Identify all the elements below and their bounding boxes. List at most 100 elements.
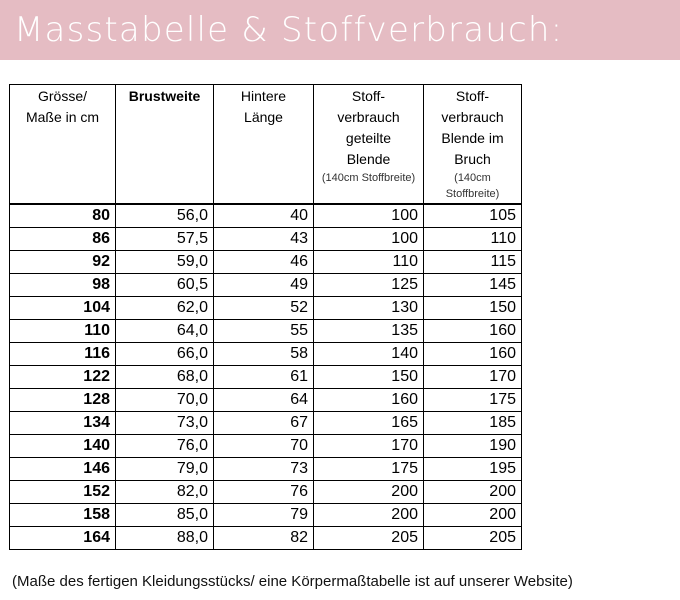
back-length-cell: 55 <box>213 319 314 343</box>
fabric-split-cell: 110 <box>313 250 424 274</box>
back-length-cell: 58 <box>213 342 314 366</box>
table-header-row: Grösse/Maße in cm Brustweite Hintere Länge S… <box>9 84 522 205</box>
chest-width-cell: 66,0 <box>115 342 214 366</box>
fabric-split-cell: 140 <box>313 342 424 366</box>
size-cell: 104 <box>9 296 116 320</box>
column-header-line: Blende im <box>441 130 504 146</box>
table-body: 80 56,0 40 100 105 86 57,5 43 100 110 92 59,0 46 110 1… <box>9 203 522 550</box>
chest-width-cell: 73,0 <box>115 411 214 435</box>
back-length-cell: 76 <box>213 480 314 504</box>
size-cell: 80 <box>9 203 116 228</box>
fabric-folded-cell: 150 <box>423 296 522 320</box>
size-cell: 110 <box>9 319 116 343</box>
fabric-folded-cell: 160 <box>423 319 522 343</box>
fabric-split-cell: 150 <box>313 365 424 389</box>
fabric-split-cell: 200 <box>313 480 424 504</box>
size-cell: 152 <box>9 480 116 504</box>
table-row: 116 66,0 58 140 160 <box>9 342 522 366</box>
size-cell: 92 <box>9 250 116 274</box>
fabric-folded-cell: 170 <box>423 365 522 389</box>
fabric-split-cell: 160 <box>313 388 424 412</box>
size-table: Grösse/Maße in cm Brustweite Hintere Länge S… <box>9 84 522 550</box>
back-length-cell: 46 <box>213 250 314 274</box>
fabric-folded-cell: 110 <box>423 227 522 251</box>
column-header-line: Länge <box>244 109 283 125</box>
header-chest-width: Brustweite <box>115 84 214 205</box>
fabric-folded-cell: 190 <box>423 434 522 458</box>
table-row: 140 76,0 70 170 190 <box>9 434 522 458</box>
fabric-split-cell: 200 <box>313 503 424 527</box>
fabric-folded-cell: 175 <box>423 388 522 412</box>
table-row: 110 64,0 55 135 160 <box>9 319 522 343</box>
fabric-split-cell: 205 <box>313 526 424 550</box>
back-length-cell: 64 <box>213 388 314 412</box>
fabric-folded-cell: 145 <box>423 273 522 297</box>
fabric-split-cell: 125 <box>313 273 424 297</box>
chest-width-cell: 76,0 <box>115 434 214 458</box>
column-header-line: Brustweite <box>128 88 201 104</box>
column-header-line: Maße in cm <box>25 109 100 125</box>
fabric-folded-cell: 185 <box>423 411 522 435</box>
table-row: 164 88,0 82 205 205 <box>9 526 522 550</box>
chest-width-cell: 57,5 <box>115 227 214 251</box>
fabric-folded-cell: 195 <box>423 457 522 481</box>
back-length-cell: 52 <box>213 296 314 320</box>
size-cell: 128 <box>9 388 116 412</box>
fabric-split-cell: 135 <box>313 319 424 343</box>
back-length-cell: 82 <box>213 526 314 550</box>
header-fabric-split-facing: Stoff-verbrauch geteilte Blende (140cm Stof… <box>313 84 424 205</box>
table-row: 134 73,0 67 165 185 <box>9 411 522 435</box>
back-length-cell: 73 <box>213 457 314 481</box>
page-title: Masstabelle & Stoffverbrauch: <box>14 10 564 50</box>
fabric-folded-cell: 105 <box>423 203 522 228</box>
table-row: 128 70,0 64 160 175 <box>9 388 522 412</box>
fabric-split-cell: 100 <box>313 203 424 228</box>
column-header-line: Stoff- <box>351 88 386 104</box>
header-back-length: Hintere Länge <box>213 84 314 205</box>
chest-width-cell: 59,0 <box>115 250 214 274</box>
size-cell: 98 <box>9 273 116 297</box>
size-cell: 146 <box>9 457 116 481</box>
column-header-line: Blende <box>346 151 391 167</box>
fabric-split-cell: 175 <box>313 457 424 481</box>
chest-width-cell: 60,5 <box>115 273 214 297</box>
chest-width-cell: 70,0 <box>115 388 214 412</box>
table-row: 146 79,0 73 175 195 <box>9 457 522 481</box>
back-length-cell: 79 <box>213 503 314 527</box>
header-fabric-folded-facing: Stoff-verbrauch Blende im Bruch (140cm Stof… <box>423 84 522 205</box>
table-row: 152 82,0 76 200 200 <box>9 480 522 504</box>
column-header-note: (140cm Stoffbreite) <box>321 172 416 184</box>
fabric-split-cell: 165 <box>313 411 424 435</box>
chest-width-cell: 85,0 <box>115 503 214 527</box>
column-header-line: Hintere <box>240 88 287 104</box>
back-length-cell: 61 <box>213 365 314 389</box>
back-length-cell: 43 <box>213 227 314 251</box>
size-cell: 122 <box>9 365 116 389</box>
fabric-folded-cell: 200 <box>423 503 522 527</box>
footnote: (Maße des fertigen Kleidungsstücks/ eine… <box>12 573 573 590</box>
fabric-split-cell: 100 <box>313 227 424 251</box>
table-row: 86 57,5 43 100 110 <box>9 227 522 251</box>
column-header-line: geteilte <box>345 130 392 146</box>
column-header-line: Grösse/ <box>37 88 87 104</box>
size-cell: 164 <box>9 526 116 550</box>
chest-width-cell: 56,0 <box>115 203 214 228</box>
chest-width-cell: 68,0 <box>115 365 214 389</box>
table-row: 92 59,0 46 110 115 <box>9 250 522 274</box>
column-header-line: Bruch <box>454 151 491 167</box>
table-row: 122 68,0 61 150 170 <box>9 365 522 389</box>
fabric-split-cell: 130 <box>313 296 424 320</box>
column-header-line: Stoff- <box>455 88 490 104</box>
chest-width-cell: 64,0 <box>115 319 214 343</box>
table-row: 98 60,5 49 125 145 <box>9 273 522 297</box>
table-row: 158 85,0 79 200 200 <box>9 503 522 527</box>
size-cell: 86 <box>9 227 116 251</box>
column-header-note: (140cm Stoffbreite) <box>445 172 500 200</box>
size-cell: 116 <box>9 342 116 366</box>
column-header-line: verbrauch <box>441 109 504 125</box>
chest-width-cell: 88,0 <box>115 526 214 550</box>
size-cell: 140 <box>9 434 116 458</box>
size-cell: 134 <box>9 411 116 435</box>
fabric-folded-cell: 200 <box>423 480 522 504</box>
chest-width-cell: 82,0 <box>115 480 214 504</box>
